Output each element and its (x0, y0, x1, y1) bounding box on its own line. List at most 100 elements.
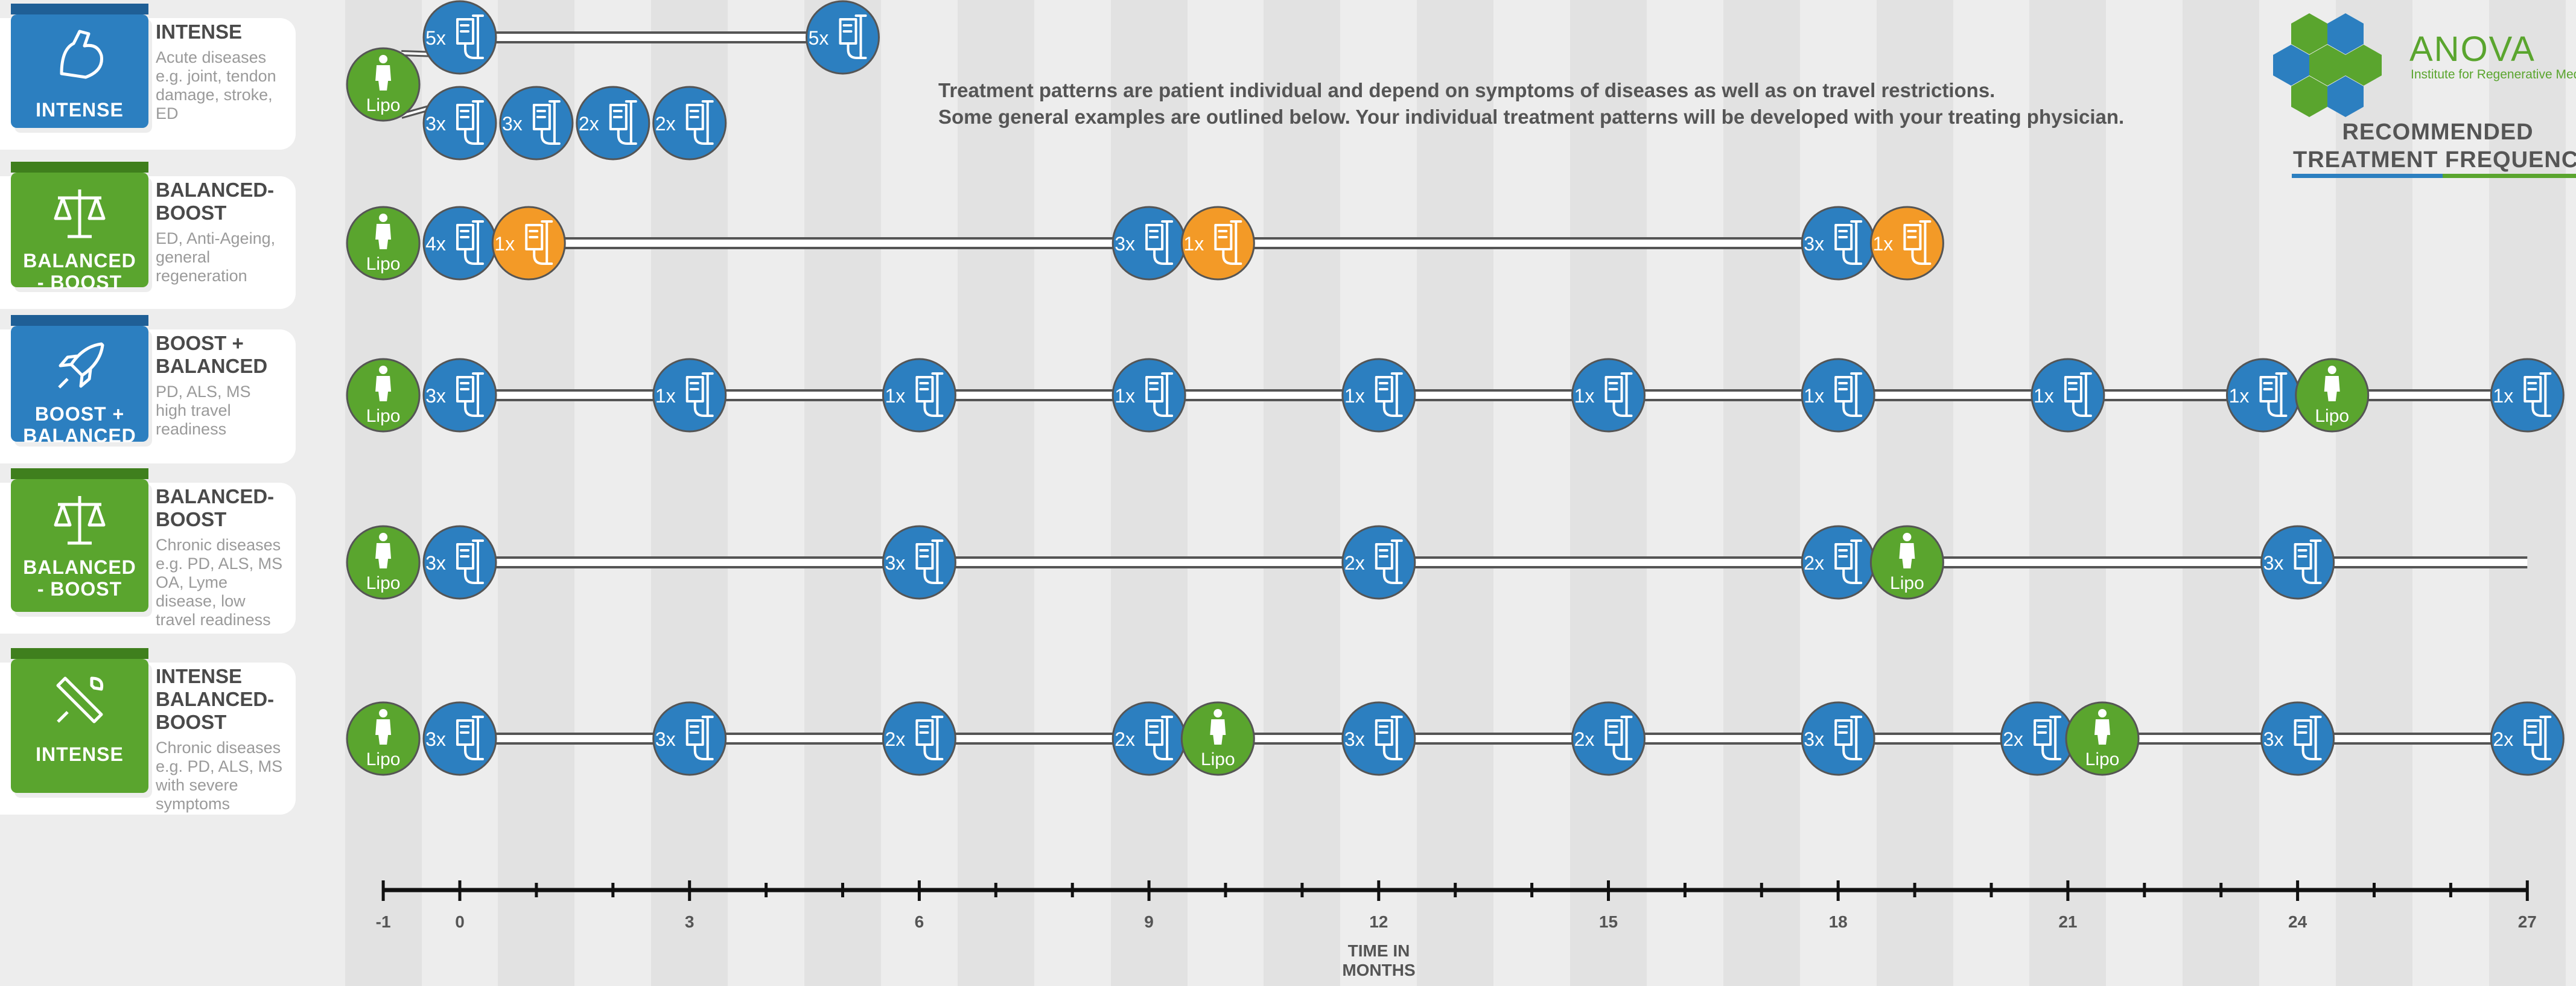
axis-caption-line-2: MONTHS (1342, 961, 1416, 979)
infusion-session: 1x (2490, 358, 2565, 433)
row-tab-label-line: BALANCED (23, 425, 136, 447)
infusion-session: 1x (1801, 358, 1875, 433)
lipo-session: Lipo (2295, 358, 2370, 433)
infusion-session: 2x (1801, 525, 1875, 600)
row-description-line: OA, Lyme (156, 573, 228, 591)
row-title-line: BALANCED- (156, 688, 275, 710)
note-line-1: Treatment patterns are patient individua… (938, 79, 1996, 101)
lipo-session: Lipo (1869, 525, 1944, 600)
iv-drip-icon (2294, 716, 2322, 760)
iv-drip-icon (2524, 372, 2552, 417)
row-card-intense-balanced-boost: INTENSE INTENSE BALANCED- BOOST Chronic dise… (0, 648, 296, 815)
session-count: 4x (425, 233, 446, 255)
session-count: 2x (1115, 728, 1135, 750)
row-title-line: BALANCED- (156, 485, 275, 507)
row-card-boost-balanced: BOOST + BALANCED BOOST + BALANCED PD, ALS, M… (0, 315, 296, 463)
row-title: BALANCED- BOOST (156, 485, 294, 531)
row-card-balanced-boost-1: BALANCED - BOOST BALANCED- BOOST ED, Anti-Ag… (0, 162, 296, 309)
row-tab: INTENSE (11, 648, 148, 793)
scales-icon (54, 496, 106, 545)
row-title-line: BOOST (156, 711, 227, 733)
row-description: ED, Anti-Ageing, general regeneration (156, 229, 294, 285)
iv-drip-icon (525, 220, 553, 265)
infusion-session: 2x (2490, 701, 2565, 776)
iv-drip-icon (1375, 716, 1403, 760)
timeline-track (460, 733, 2528, 745)
infusion-session: 2x (576, 86, 650, 161)
session-count: 3x (655, 728, 676, 750)
infusion-session: 3x (422, 358, 497, 433)
row-description: PD, ALS, MS high travel readiness (156, 383, 294, 439)
session-count: 1x (1873, 233, 1894, 255)
session-count: 2x (885, 728, 906, 750)
infusion-session: 3x (652, 701, 727, 776)
row-tab: BALANCED - BOOST (11, 468, 148, 612)
row-title: BOOST + BALANCED (156, 332, 294, 378)
lipo-label: Lipo (366, 406, 401, 426)
session-count: 2x (1804, 552, 1824, 574)
lipo-label: Lipo (366, 95, 401, 115)
axis-tick-label: 6 (915, 912, 924, 931)
row-title: INTENSE BALANCED- BOOST (156, 665, 294, 734)
row-description-line: with severe (156, 776, 238, 794)
iv-drip-icon (456, 14, 484, 59)
brand-name: ANOVA (2409, 30, 2536, 69)
lipo-session: Lipo (2065, 701, 2140, 776)
note-line-2: Some general examples are outlined below… (938, 106, 2125, 128)
infusion-session: 3x (422, 701, 497, 776)
iv-drip-icon (2294, 539, 2322, 584)
row-tab-label-line: BOOST + (34, 403, 125, 425)
iv-drip-icon (685, 716, 714, 760)
infusion-session: 2x (1571, 701, 1646, 776)
row-description-line: ED, Anti-Ageing, (156, 229, 276, 247)
lipo-label: Lipo (2315, 406, 2349, 426)
row-tab-label: INTENSE (11, 99, 148, 121)
session-count: 3x (1344, 728, 1365, 750)
axis-tick-label: 0 (455, 912, 465, 931)
infusion-session: 3x (1801, 701, 1875, 776)
axis-tick-label: 21 (2058, 912, 2077, 931)
axis-tick-label: 9 (1144, 912, 1154, 931)
session-count: 2x (1344, 552, 1365, 574)
row-title-line: INTENSE (156, 665, 243, 687)
session-count: 3x (502, 113, 523, 135)
row-description-line: Chronic diseases (156, 739, 281, 757)
iv-drip-icon (839, 14, 867, 59)
infusion-session: 2x (1341, 525, 1416, 600)
frequency-title-line-1: RECOMMENDED (2342, 119, 2534, 145)
axis-tick-label: 18 (1829, 912, 1848, 931)
infusion-session: 5x (806, 0, 880, 75)
title-underline-green (2443, 174, 2576, 178)
session-count: 3x (425, 385, 446, 407)
lipo-session: Lipo (346, 358, 421, 433)
row-tab-label: BALANCED - BOOST (11, 250, 148, 293)
row-description-line: e.g. joint, tendon (156, 67, 276, 85)
infusion-session: 1x (2225, 358, 2300, 433)
row-title-line: BOOST (156, 202, 227, 224)
row-tab: BOOST + BALANCED (11, 315, 148, 447)
timeline-track (460, 31, 843, 43)
iv-drip-icon (609, 100, 637, 145)
row-tab-label-line: INTENSE (36, 743, 124, 765)
lipo-session: Lipo (346, 206, 421, 281)
session-count: 1x (2229, 385, 2250, 407)
session-count: 2x (2493, 728, 2513, 750)
title-underline-blue (2292, 174, 2443, 178)
iv-drip-icon (915, 372, 944, 417)
row-card-balanced-boost-2: BALANCED - BOOST BALANCED- BOOST Chronic dis… (0, 468, 296, 634)
brand-subtitle: Institute for Regenerative Medicine (2411, 68, 2576, 81)
iv-drip-icon (685, 100, 714, 145)
axis-caption-line-1: TIME IN (1347, 941, 1410, 960)
session-count: 1x (655, 385, 676, 407)
time-axis: -1 0 3 6 9 12 15 18 21 24 27 (376, 880, 2537, 931)
lipo-label: Lipo (1890, 573, 1924, 593)
infusion-session: 1x (2031, 358, 2105, 433)
session-count: 1x (1115, 385, 1135, 407)
lipo-session: Lipo (346, 525, 421, 600)
infusion-session: 1x (1111, 358, 1186, 433)
infusion-session: 1x (1341, 358, 1416, 433)
iv-drip-icon (1834, 716, 1863, 760)
row-description-line: readiness (156, 420, 227, 438)
iv-drip-icon (685, 372, 714, 417)
